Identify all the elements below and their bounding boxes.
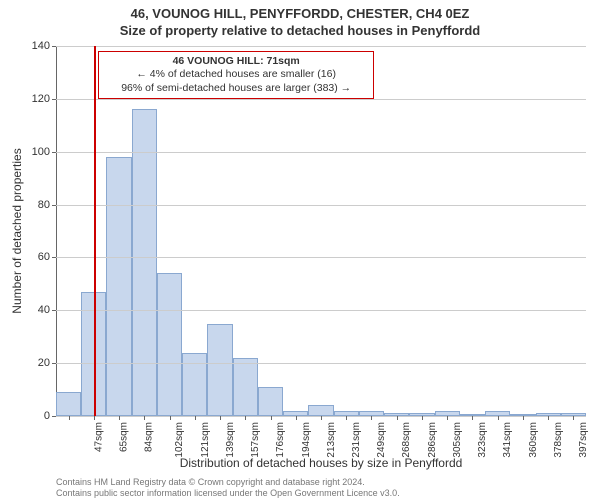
histogram-bar bbox=[207, 324, 232, 417]
x-tick bbox=[498, 416, 499, 420]
x-tick bbox=[69, 416, 70, 420]
y-tick bbox=[52, 46, 56, 47]
y-tick bbox=[52, 99, 56, 100]
x-tick bbox=[422, 416, 423, 420]
gridline-h bbox=[56, 205, 586, 206]
x-tick-label: 305sqm bbox=[452, 422, 463, 458]
histogram-bar bbox=[233, 358, 258, 416]
histogram-bar bbox=[132, 109, 157, 416]
x-tick-label: 249sqm bbox=[376, 422, 387, 458]
y-tick-label: 40 bbox=[38, 304, 50, 316]
x-tick-label: 268sqm bbox=[402, 422, 413, 458]
y-axis-label: Number of detached properties bbox=[10, 148, 24, 313]
x-tick-label: 286sqm bbox=[427, 422, 438, 458]
x-axis-label: Distribution of detached houses by size … bbox=[56, 456, 586, 470]
histogram-bar bbox=[157, 273, 182, 416]
x-tick bbox=[573, 416, 574, 420]
y-tick-label: 0 bbox=[44, 410, 50, 422]
gridline-h bbox=[56, 310, 586, 311]
annotation-line: ← 4% of detached houses are smaller (16) bbox=[105, 68, 367, 81]
histogram-bar bbox=[56, 392, 81, 416]
annotation-box: 46 VOUNOG HILL: 71sqm← 4% of detached ho… bbox=[98, 51, 374, 98]
y-tick bbox=[52, 416, 56, 417]
x-tick bbox=[472, 416, 473, 420]
x-tick bbox=[523, 416, 524, 420]
attribution-line-1: Contains HM Land Registry data © Crown c… bbox=[56, 477, 586, 487]
figure-container: 46, VOUNOG HILL, PENYFFORDD, CHESTER, CH… bbox=[0, 0, 600, 500]
title-line-1: 46, VOUNOG HILL, PENYFFORDD, CHESTER, CH… bbox=[0, 6, 600, 23]
x-tick-label: 102sqm bbox=[174, 422, 185, 458]
x-tick bbox=[271, 416, 272, 420]
gridline-h bbox=[56, 99, 586, 100]
x-tick-label: 231sqm bbox=[351, 422, 362, 458]
y-axis-label-container: Number of detached properties bbox=[10, 46, 24, 416]
gridline-h bbox=[56, 363, 586, 364]
bars-layer bbox=[56, 46, 586, 416]
gridline-h bbox=[56, 46, 586, 47]
y-tick bbox=[52, 310, 56, 311]
histogram-bar bbox=[258, 387, 283, 416]
x-tick bbox=[119, 416, 120, 420]
x-tick bbox=[170, 416, 171, 420]
x-tick-label: 157sqm bbox=[250, 422, 261, 458]
x-tick bbox=[371, 416, 372, 420]
y-tick-label: 120 bbox=[32, 93, 50, 105]
histogram-bar bbox=[182, 353, 207, 416]
x-tick bbox=[447, 416, 448, 420]
title-block: 46, VOUNOG HILL, PENYFFORDD, CHESTER, CH… bbox=[0, 0, 600, 40]
x-tick-label: 397sqm bbox=[578, 422, 589, 458]
x-tick bbox=[397, 416, 398, 420]
y-tick-label: 20 bbox=[38, 357, 50, 369]
x-tick-label: 323sqm bbox=[477, 422, 488, 458]
x-tick bbox=[195, 416, 196, 420]
title-line-2: Size of property relative to detached ho… bbox=[0, 23, 600, 40]
x-tick bbox=[548, 416, 549, 420]
x-tick bbox=[94, 416, 95, 420]
histogram-bar bbox=[106, 157, 131, 416]
y-tick bbox=[52, 205, 56, 206]
x-tick-label: 121sqm bbox=[200, 422, 211, 458]
x-tick-label: 341sqm bbox=[503, 422, 514, 458]
x-tick bbox=[220, 416, 221, 420]
y-tick-label: 80 bbox=[38, 199, 50, 211]
annotation-line: 46 VOUNOG HILL: 71sqm bbox=[105, 55, 367, 68]
x-tick bbox=[346, 416, 347, 420]
annotation-line: 96% of semi-detached houses are larger (… bbox=[105, 82, 367, 95]
x-tick bbox=[144, 416, 145, 420]
x-tick-label: 360sqm bbox=[528, 422, 539, 458]
y-tick-label: 100 bbox=[32, 146, 50, 158]
x-tick-label: 65sqm bbox=[118, 422, 129, 452]
x-tick-label: 194sqm bbox=[301, 422, 312, 458]
x-tick-label: 47sqm bbox=[93, 422, 104, 452]
attribution-block: Contains HM Land Registry data © Crown c… bbox=[56, 477, 586, 498]
gridline-h bbox=[56, 152, 586, 153]
x-tick bbox=[321, 416, 322, 420]
attribution-line-2: Contains public sector information licen… bbox=[56, 488, 586, 498]
histogram-bar bbox=[308, 405, 333, 416]
x-tick-label: 213sqm bbox=[326, 422, 337, 458]
y-tick-label: 140 bbox=[32, 40, 50, 52]
y-tick bbox=[52, 152, 56, 153]
reference-line bbox=[94, 46, 96, 416]
plot-area: 02040608010012014047sqm65sqm84sqm102sqm1… bbox=[56, 46, 586, 416]
x-tick-label: 378sqm bbox=[553, 422, 564, 458]
y-tick-label: 60 bbox=[38, 251, 50, 263]
x-tick bbox=[296, 416, 297, 420]
y-tick bbox=[52, 257, 56, 258]
x-tick-label: 176sqm bbox=[275, 422, 286, 458]
x-tick-label: 139sqm bbox=[225, 422, 236, 458]
x-tick bbox=[245, 416, 246, 420]
x-tick-label: 84sqm bbox=[144, 422, 155, 452]
gridline-h bbox=[56, 257, 586, 258]
y-tick bbox=[52, 363, 56, 364]
